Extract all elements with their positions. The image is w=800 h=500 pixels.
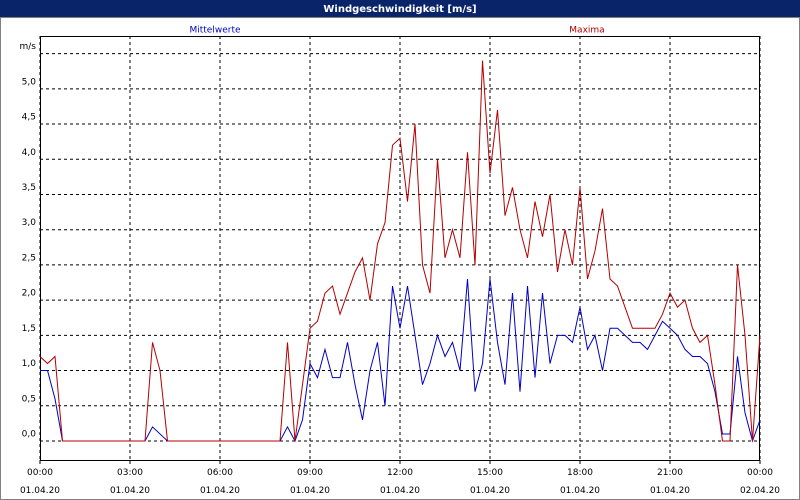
x-tick-label: 03:00 01.04.20 (109, 468, 151, 496)
x-tick-label: 18:00 01.04.20 (559, 468, 601, 496)
y-tick-label: 1,5 (22, 324, 36, 334)
y-tick-label: 0,5 (22, 394, 36, 404)
x-tick-label: 21:00 01.04.20 (649, 468, 691, 496)
y-tick-label: 3,0 (22, 218, 37, 228)
title-bar (0, 0, 800, 17)
y-tick-label: 4,0 (22, 148, 37, 158)
y-tick-label: 5,0 (22, 77, 37, 87)
y-tick-label: 0,0 (22, 429, 37, 439)
legend-label: Maxima (569, 26, 604, 36)
x-tick-label: 00:00 01.04.20 (19, 468, 61, 496)
x-tick-label: 15:00 01.04.20 (469, 468, 511, 496)
y-tick-label: m/s (20, 42, 37, 52)
y-tick-label: 2,0 (22, 289, 37, 299)
series-line (40, 278, 761, 443)
x-tick-label: 12:00 01.04.20 (379, 468, 421, 496)
x-tick-label: 00:00 02.04.20 (739, 468, 781, 496)
series-line (39, 60, 761, 442)
y-tick-label: 3,5 (22, 183, 36, 193)
chart-title: Windgeschwindigkeit [m/s] (323, 4, 476, 15)
y-tick-label: 4,5 (22, 113, 36, 123)
y-tick-label: 1,0 (22, 359, 37, 369)
x-tick-label: 06:00 01.04.20 (199, 468, 241, 496)
legend-label: Mittelwerte (189, 26, 240, 36)
y-tick-label: 2,5 (22, 253, 36, 263)
x-tick-label: 09:00 01.04.20 (289, 468, 331, 496)
